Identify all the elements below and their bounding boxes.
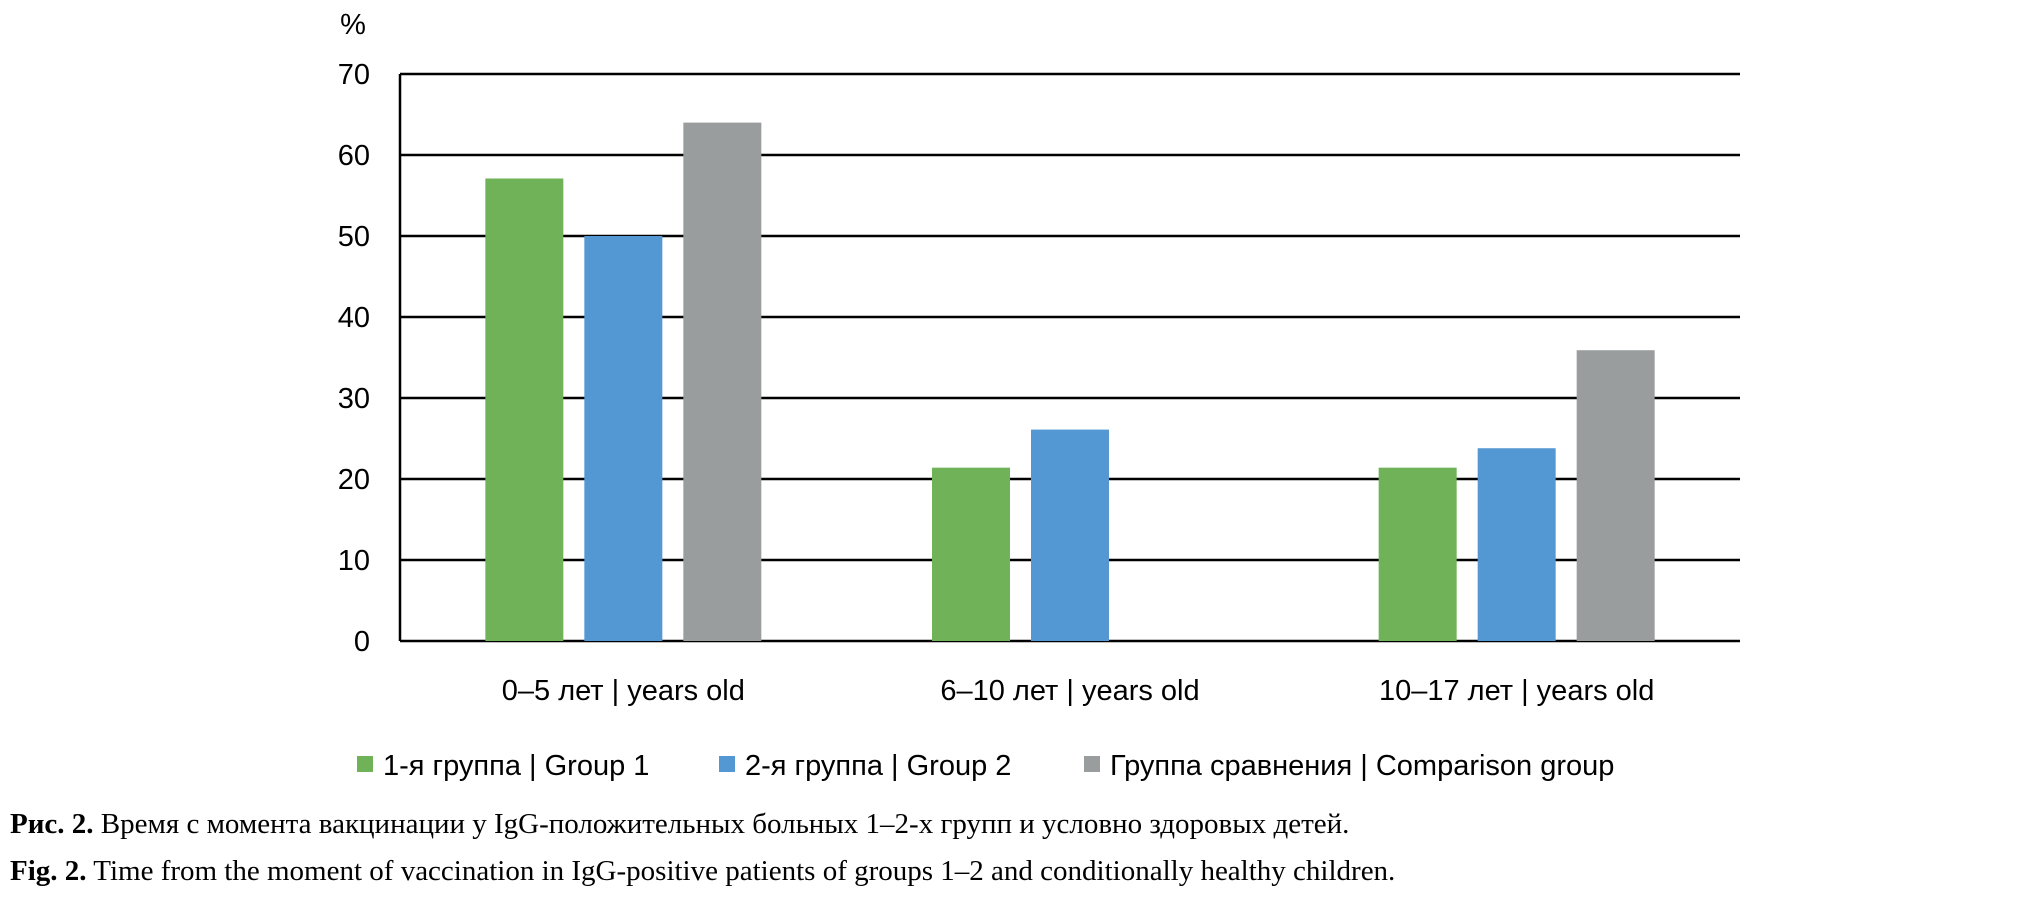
bar bbox=[932, 467, 1010, 641]
legend-label: Группа сравнения | Comparison group bbox=[1110, 750, 1614, 782]
bar bbox=[485, 178, 564, 642]
y-tick-label: 0 bbox=[354, 626, 370, 658]
y-tick-label: 20 bbox=[338, 464, 370, 496]
category-label: 10–17 лет | years old bbox=[1379, 675, 1654, 707]
bar bbox=[1031, 429, 1109, 641]
y-tick-label: 70 bbox=[338, 59, 370, 91]
bar bbox=[683, 122, 762, 642]
caption-ru-label: Рис. 2. bbox=[10, 808, 94, 840]
legend-label: 1-я группа | Group 1 bbox=[383, 750, 649, 782]
bars bbox=[485, 122, 1655, 642]
legend-swatch bbox=[357, 756, 373, 772]
legend: 1-я группа | Group 1 2-я группа | Group 2… bbox=[357, 750, 1614, 782]
y-axis-label: % bbox=[340, 9, 366, 41]
legend-swatch bbox=[1084, 756, 1100, 772]
legend-label: 2-я группа | Group 2 bbox=[745, 750, 1011, 782]
bar bbox=[1378, 467, 1457, 641]
category-label: 0–5 лет | years old bbox=[502, 675, 745, 707]
caption-en: Fig. 2. Time from the moment of vaccinat… bbox=[10, 855, 1395, 887]
y-tick-label: 60 bbox=[338, 140, 370, 172]
caption-ru-text: Время с момента вакцинации у IgG-положит… bbox=[94, 808, 1350, 840]
bar bbox=[1576, 350, 1655, 641]
y-tick-label: 40 bbox=[338, 302, 370, 334]
category-label: 6–10 лет | years old bbox=[940, 675, 1199, 707]
y-tick-label: 10 bbox=[338, 545, 370, 577]
caption-en-label: Fig. 2. bbox=[10, 855, 87, 887]
caption-ru: Рис. 2. Время с момента вакцинации у IgG… bbox=[10, 808, 1349, 840]
bar bbox=[1477, 448, 1556, 641]
bar bbox=[584, 236, 663, 641]
y-tick-label: 50 bbox=[338, 221, 370, 253]
y-tick-labels: 0 10 20 30 40 50 60 70 bbox=[338, 59, 370, 658]
category-labels: 0–5 лет | years old 6–10 лет | years old 1… bbox=[502, 675, 1655, 707]
legend-swatch bbox=[719, 756, 735, 772]
y-tick-label: 30 bbox=[338, 383, 370, 415]
caption-en-text: Time from the moment of vaccination in I… bbox=[87, 855, 1396, 887]
